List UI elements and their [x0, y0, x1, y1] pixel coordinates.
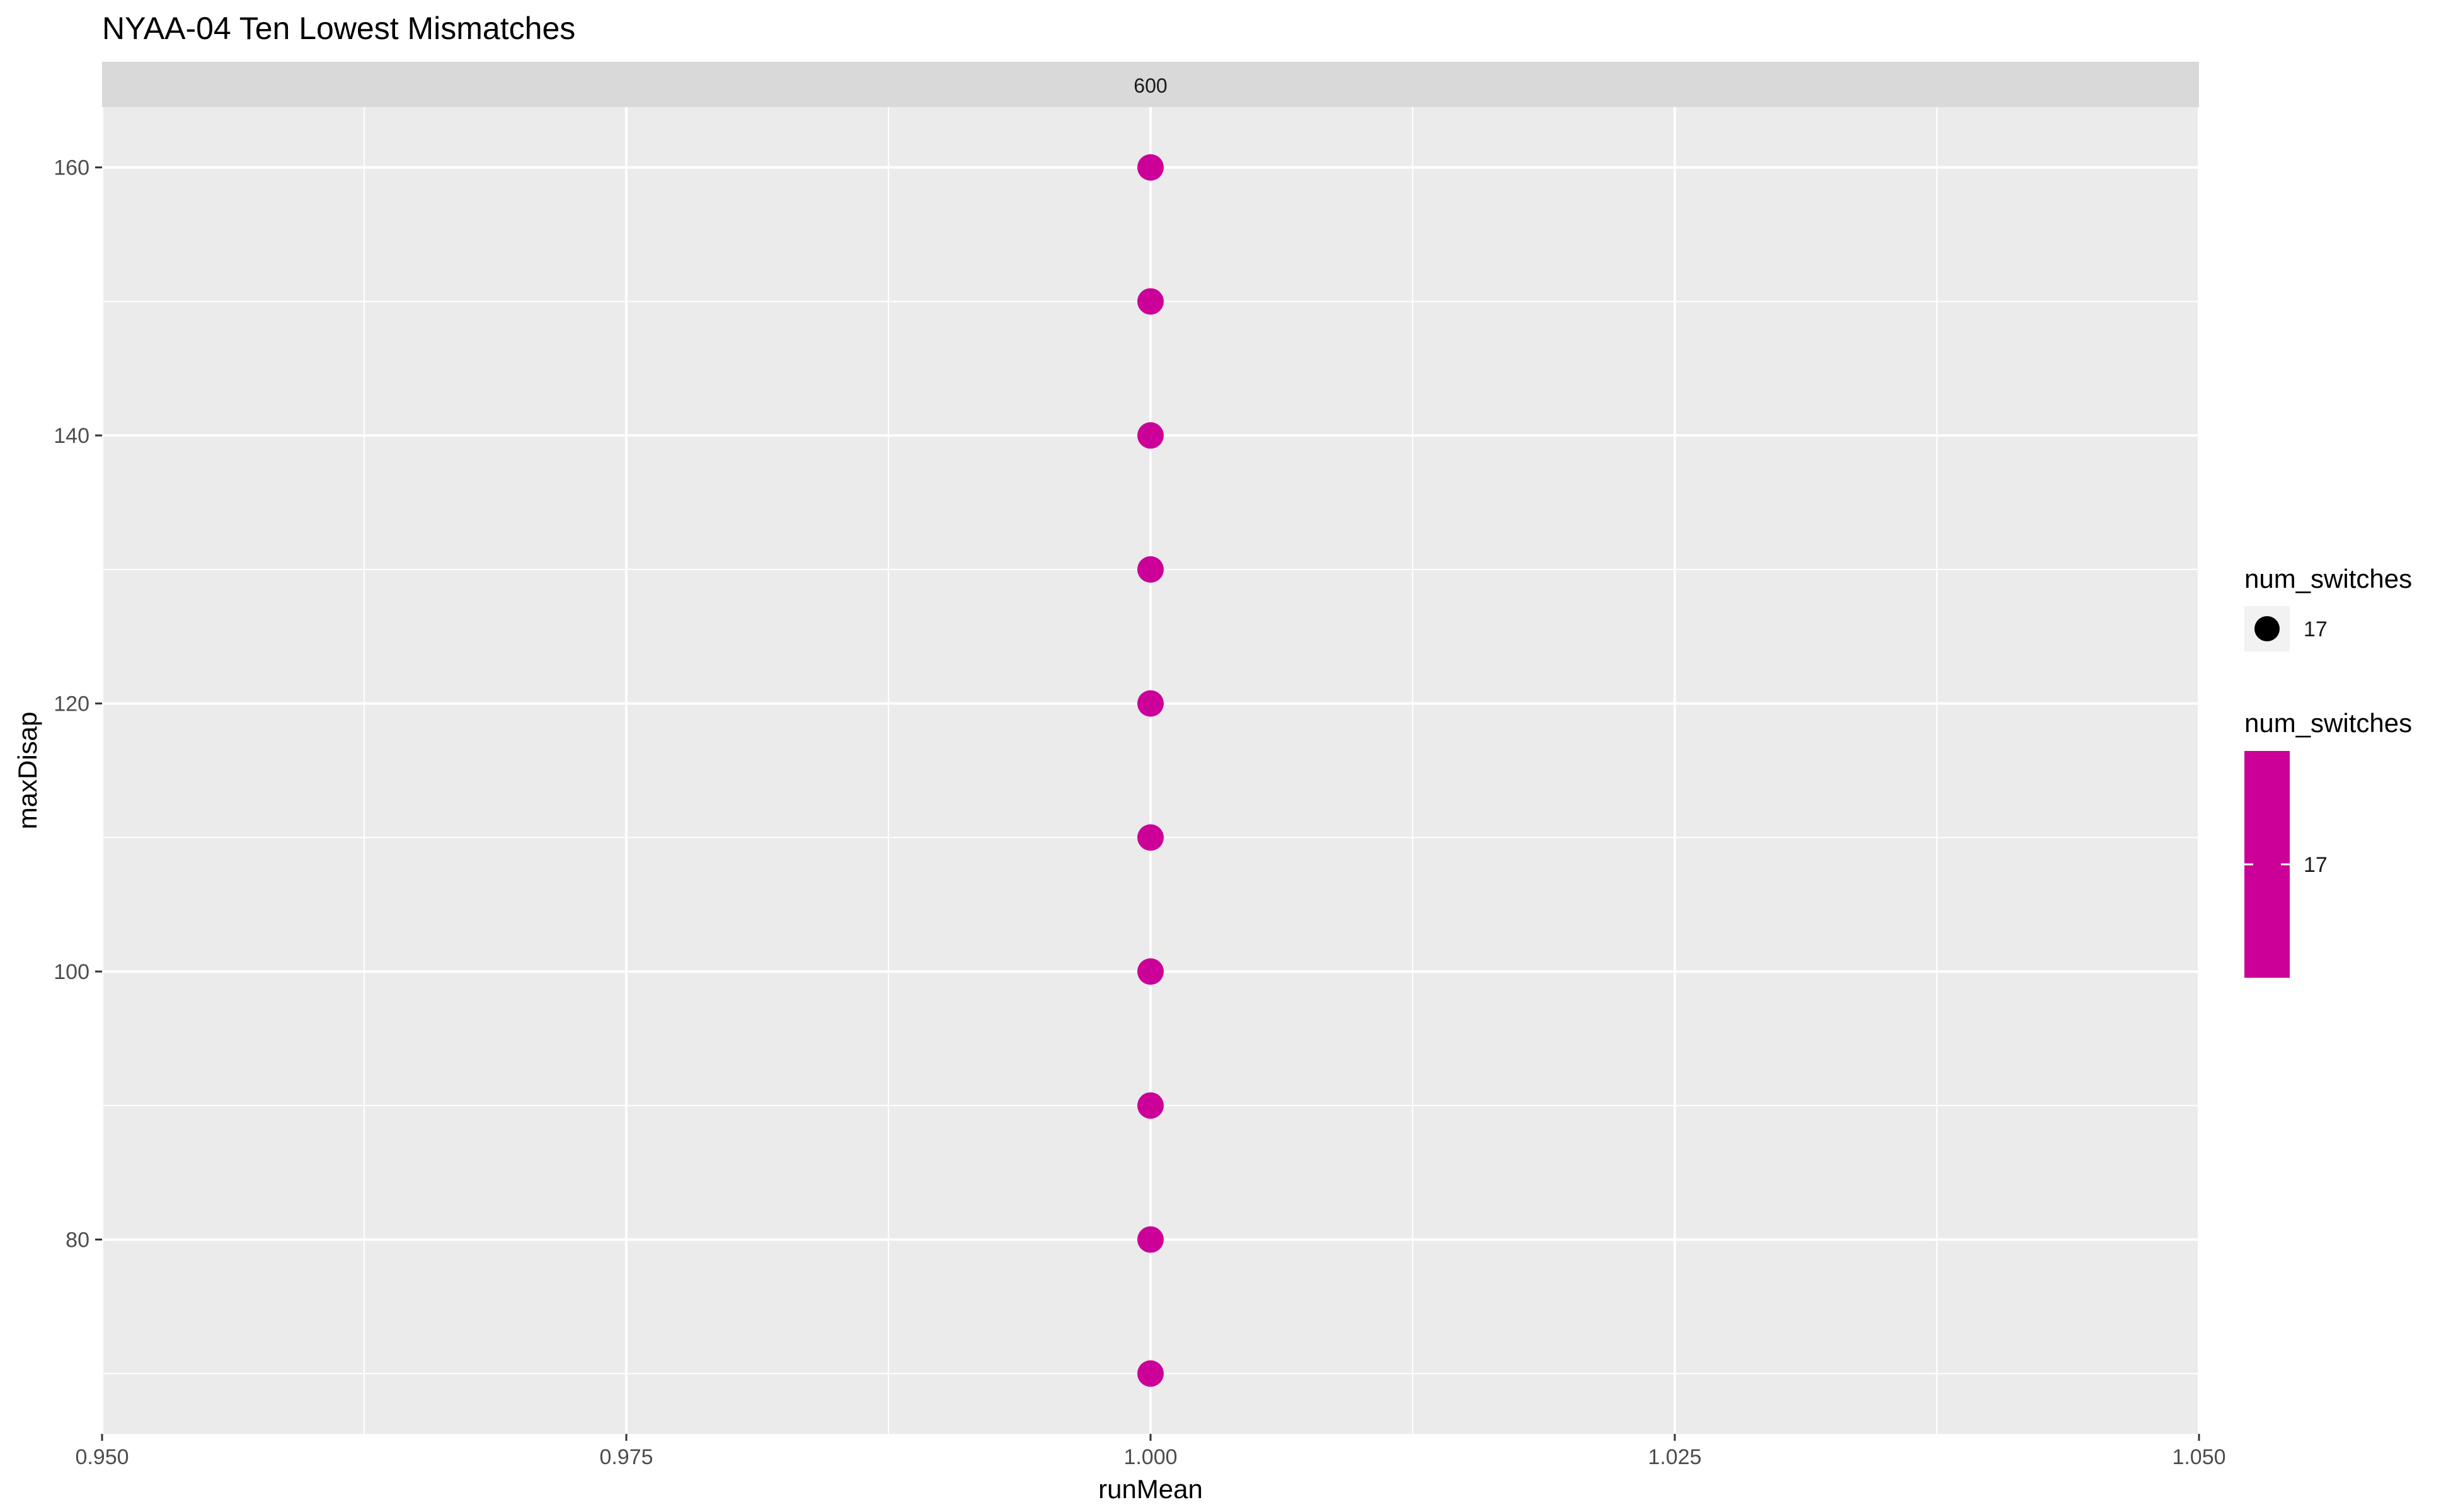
legend-size-title: num_switches: [2244, 564, 2412, 593]
data-point: [1137, 422, 1164, 449]
x-tick-label: 1.000: [1123, 1445, 1177, 1469]
legend-colorbar-title: num_switches: [2244, 708, 2412, 738]
y-tick-label: 80: [66, 1228, 89, 1252]
x-tick-label: 0.950: [75, 1445, 129, 1469]
data-point: [1137, 1092, 1164, 1119]
y-tick-label: 140: [54, 424, 89, 448]
legend-colorbar-label: 17: [2304, 853, 2328, 877]
chart-title: NYAA-04 Ten Lowest Mismatches: [102, 11, 575, 46]
data-point: [1137, 958, 1164, 985]
y-tick-label: 120: [54, 692, 89, 716]
x-axis-label: runMean: [1098, 1474, 1203, 1504]
legend-colorbar: num_switches 17: [2244, 708, 2412, 978]
data-point: [1137, 690, 1164, 717]
legend-size-point: [2254, 616, 2280, 641]
facet-strip: [102, 62, 2199, 107]
data-point: [1137, 556, 1164, 583]
legend-size-label: 17: [2304, 617, 2328, 641]
data-point: [1137, 288, 1164, 315]
facet-label: 600: [1134, 74, 1167, 97]
y-tick-label: 160: [54, 156, 89, 180]
x-tick-label: 1.050: [2172, 1445, 2225, 1469]
y-tick-label: 100: [54, 960, 89, 984]
y-axis-label: maxDisap: [13, 712, 42, 830]
data-point: [1137, 824, 1164, 851]
x-axis: 0.950 0.975 1.000 1.025 1.050: [75, 1434, 2226, 1469]
data-point: [1137, 1226, 1164, 1253]
legend-size: num_switches 17: [2244, 564, 2412, 651]
x-tick-label: 0.975: [599, 1445, 653, 1469]
data-points: [1137, 154, 1164, 1387]
x-tick-label: 1.025: [1648, 1445, 1701, 1469]
data-point: [1137, 154, 1164, 181]
data-point: [1137, 1360, 1164, 1387]
y-axis: 80 100 120 140 160: [54, 156, 102, 1252]
